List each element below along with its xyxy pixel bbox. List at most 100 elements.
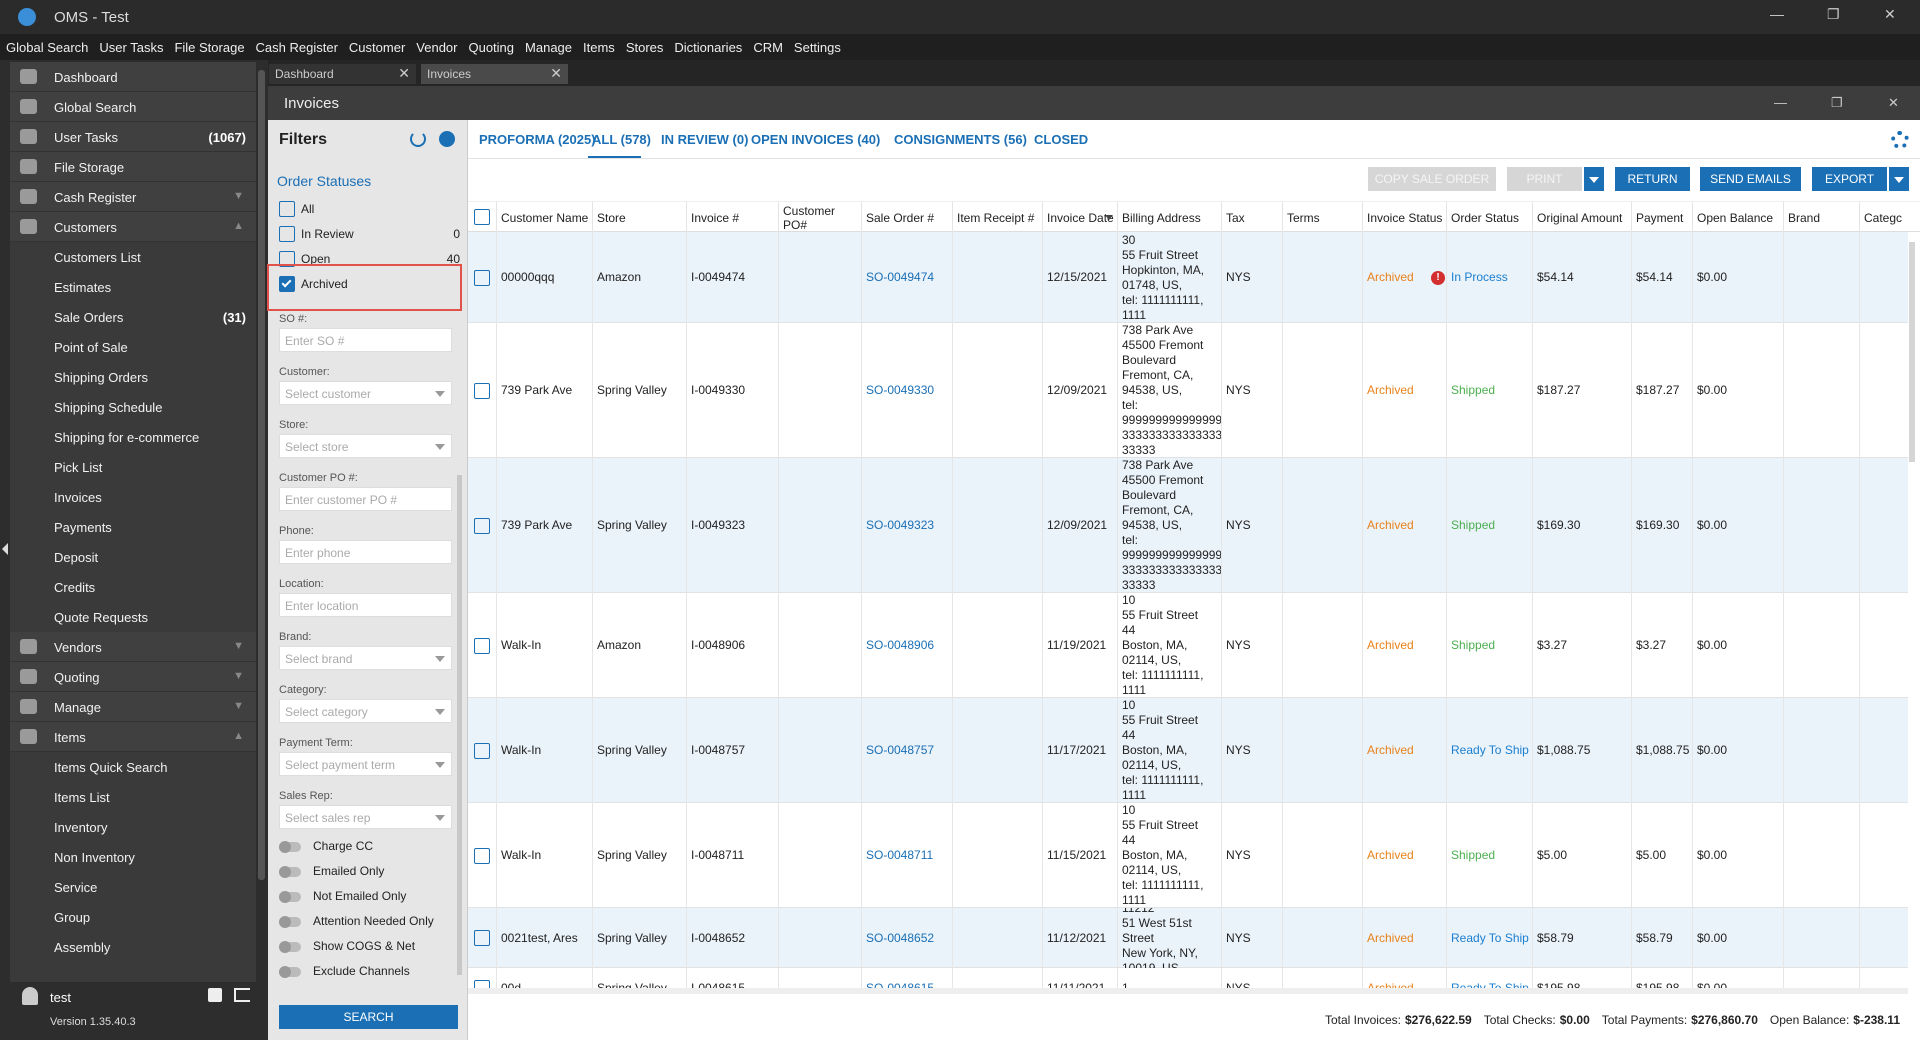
sidebar-item[interactable]: Items ▲ [10, 722, 256, 752]
button-menu[interactable] [1889, 167, 1909, 191]
toolbar-button[interactable]: RETURN [1615, 167, 1690, 191]
menu-item[interactable]: Manage [525, 39, 573, 55]
sale-order-link[interactable]: SO-0048652 [866, 930, 935, 945]
sidebar-item[interactable]: Shipping for e-commerce [10, 422, 256, 452]
collapse-arrow[interactable] [2, 543, 8, 555]
sidebar-item[interactable]: Vendors ▼ [10, 632, 256, 662]
checkbox[interactable] [474, 930, 490, 946]
sidebar-item[interactable]: Non Inventory [10, 842, 256, 872]
field-input[interactable]: Enter location [279, 593, 452, 617]
sidebar-item[interactable]: Inventory [10, 812, 256, 842]
sidebar-item[interactable]: File Storage [10, 152, 256, 182]
sidebar-item[interactable]: Deposit [10, 542, 256, 572]
toggle[interactable] [279, 841, 301, 853]
sidebar-item[interactable]: Customers List [10, 242, 256, 272]
checkbox[interactable] [474, 742, 490, 759]
sale-order-link[interactable]: SO-0048906 [866, 638, 935, 652]
checkbox[interactable] [474, 209, 490, 225]
sidebar-item[interactable]: Shipping Schedule [10, 392, 256, 422]
column-header[interactable]: Customer PO# [783, 203, 836, 232]
menu-item[interactable]: Settings [793, 39, 841, 55]
menu-item[interactable]: Quoting [468, 39, 515, 55]
sidebar-item[interactable]: Global Search [10, 92, 256, 122]
checkbox[interactable] [279, 276, 295, 292]
sidebar-item[interactable]: Invoices [10, 482, 256, 512]
panel-control[interactable]: ❐ [1831, 95, 1843, 110]
tab[interactable]: OPEN INVOICES (40) [751, 132, 881, 147]
column-header[interactable]: Billing Address [1122, 210, 1201, 225]
sale-order-link[interactable]: SO-0048757 [866, 743, 935, 757]
sidebar-item[interactable]: User Tasks (1067) [10, 122, 256, 152]
doc-tab-close[interactable]: ✕ [550, 65, 562, 81]
sidebar-item[interactable]: Cash Register ▼ [10, 182, 256, 212]
sidebar-item[interactable]: Service [10, 872, 256, 902]
field-input[interactable]: Select category [279, 699, 452, 723]
column-header[interactable]: Brand [1788, 210, 1821, 225]
checkbox[interactable] [279, 251, 295, 267]
column-header[interactable]: Invoice # [691, 210, 740, 225]
sidebar-item[interactable]: Items Quick Search [10, 752, 256, 782]
checkbox[interactable] [474, 847, 490, 864]
panel-control[interactable]: — [1774, 95, 1787, 110]
tab[interactable]: IN REVIEW (0) [661, 132, 749, 147]
field-input[interactable]: Enter phone [279, 540, 452, 564]
column-header[interactable]: Categc [1864, 210, 1903, 225]
sidebar-item[interactable]: Point of Sale [10, 332, 256, 362]
column-header[interactable]: Order Status [1451, 210, 1520, 225]
checkbox[interactable] [474, 269, 490, 286]
checkbox[interactable] [279, 201, 295, 217]
column-header[interactable]: Store [597, 210, 626, 225]
column-header[interactable]: Invoice Status [1367, 210, 1443, 225]
column-header[interactable]: Customer Name [501, 210, 589, 225]
column-header[interactable]: Open Balance [1697, 210, 1774, 225]
menu-item[interactable]: File Storage [174, 39, 245, 55]
menu-item[interactable]: Dictionaries [674, 39, 743, 55]
column-header[interactable]: Payment [1636, 210, 1684, 225]
menu-item[interactable]: Global Search [6, 39, 89, 55]
field-input[interactable]: Select brand [279, 646, 452, 670]
sale-order-link[interactable]: SO-0049323 [866, 518, 935, 532]
tab[interactable]: CONSIGNMENTS (56) [894, 132, 1027, 147]
sidebar-item[interactable]: Manage ▼ [10, 692, 256, 722]
menu-item[interactable]: User Tasks [99, 39, 164, 55]
field-input[interactable]: Select sales rep [279, 805, 452, 829]
sidebar-item[interactable]: Payments [10, 512, 256, 542]
sale-order-link[interactable]: SO-0048711 [866, 848, 934, 862]
doc-tab[interactable]: Dashboard ✕ [269, 64, 416, 84]
checkbox[interactable] [474, 517, 490, 534]
checkbox[interactable] [474, 637, 490, 654]
toolbar-button[interactable]: EXPORT [1812, 167, 1887, 191]
sidebar-item[interactable]: Shipping Orders [10, 362, 256, 392]
menu-item[interactable]: Customer [348, 39, 406, 55]
field-input[interactable]: Select payment term [279, 752, 452, 776]
toggle[interactable] [279, 941, 301, 953]
column-header[interactable]: Tax [1226, 210, 1245, 225]
button-menu[interactable] [1584, 167, 1604, 191]
tab[interactable]: PROFORMA (2025) [479, 132, 596, 147]
column-header[interactable]: Invoice Date [1047, 210, 1114, 225]
toggle[interactable] [279, 916, 301, 928]
sidebar-item[interactable]: Quote Requests [10, 602, 256, 632]
search-button[interactable]: SEARCH [279, 1005, 458, 1029]
sidebar-item[interactable]: Quoting ▼ [10, 662, 256, 692]
menu-item[interactable]: CRM [753, 39, 783, 55]
window-control[interactable]: — [1770, 6, 1784, 22]
lock-icon[interactable] [208, 988, 222, 1002]
column-header[interactable]: Sale Order # [866, 210, 935, 225]
toggle[interactable] [279, 866, 301, 878]
tab[interactable]: ALL (578) [592, 132, 651, 147]
sidebar-item[interactable]: Estimates [10, 272, 256, 302]
menu-item[interactable]: Items [583, 39, 615, 55]
toggle[interactable] [279, 966, 301, 978]
sidebar-item[interactable]: Pick List [10, 452, 256, 482]
field-input[interactable]: Select store [279, 434, 452, 458]
sidebar-item[interactable]: Customers ▲ [10, 212, 256, 242]
field-input[interactable]: Enter customer PO # [279, 487, 452, 511]
sidebar-item[interactable]: Dashboard [10, 62, 256, 92]
refresh-icon[interactable] [410, 131, 426, 147]
sale-order-link[interactable]: SO-0048615 [866, 980, 935, 989]
sidebar-item[interactable]: Items List [10, 782, 256, 812]
window-control[interactable]: ❐ [1827, 6, 1840, 22]
column-header[interactable]: Original Amount [1537, 210, 1623, 225]
settings-icon[interactable] [1891, 131, 1909, 149]
